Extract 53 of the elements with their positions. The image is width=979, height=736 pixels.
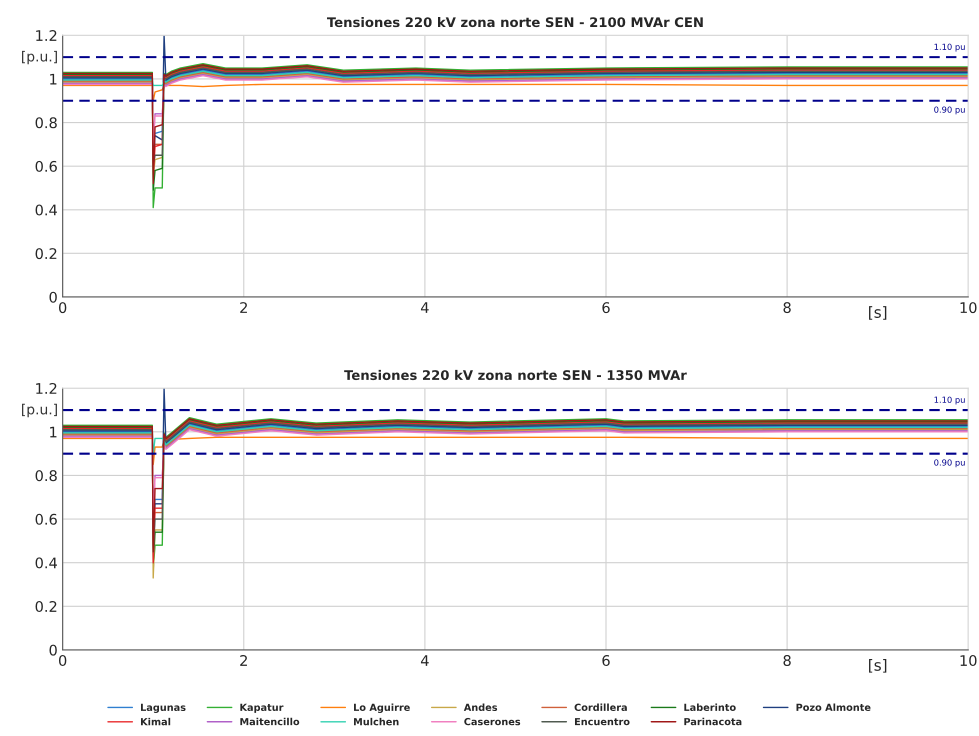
line-series bbox=[62, 436, 968, 466]
legend-label: Pozo Almonte bbox=[796, 703, 871, 712]
legend-label: Kimal bbox=[141, 718, 170, 726]
x-tick-label: 6 bbox=[602, 302, 610, 314]
y-tick-label: 0.4 bbox=[36, 204, 57, 216]
ref-line-label: 0.90 pu bbox=[934, 106, 965, 114]
x-tick-label: 8 bbox=[783, 655, 791, 666]
y-tick-label: 0.2 bbox=[36, 248, 56, 260]
x-axis-title: [s] bbox=[869, 306, 886, 320]
x-tick-label: 8 bbox=[783, 302, 791, 314]
legend-label: Parinacota bbox=[684, 718, 742, 726]
y-tick-label: 0 bbox=[49, 292, 57, 303]
y-tick-label: 1.2 bbox=[36, 30, 56, 41]
ref-line-label: 0.90 pu bbox=[934, 459, 965, 468]
y-tick-label: 0 bbox=[49, 644, 57, 656]
ref-line-label: 1.10 pu bbox=[934, 44, 965, 52]
y-axis-title: [p.u.] bbox=[22, 50, 57, 64]
legend-label: Caserones bbox=[464, 718, 520, 726]
y-tick-label: 0.8 bbox=[36, 470, 57, 482]
x-tick-label: 2 bbox=[240, 655, 247, 666]
y-tick-label: 1.2 bbox=[36, 382, 56, 394]
line-series bbox=[62, 70, 968, 86]
legend-label: Encuentro bbox=[574, 718, 630, 726]
x-tick-label: 0 bbox=[58, 302, 66, 314]
legend-label: Lagunas bbox=[141, 704, 186, 713]
y-tick-label: 0.6 bbox=[36, 514, 57, 525]
legend-label: Kapatur bbox=[240, 704, 284, 713]
x-tick-label: 6 bbox=[602, 655, 610, 666]
legend-label: Laberinto bbox=[684, 703, 736, 712]
y-axis-title: [p.u.] bbox=[22, 404, 57, 418]
x-tick-label: 2 bbox=[240, 302, 247, 313]
legend-label: Cordillera bbox=[574, 703, 627, 712]
y-tick-label: 0.8 bbox=[36, 117, 57, 128]
x-axis-title: [s] bbox=[869, 659, 886, 673]
legend-label: Lo Aguirre bbox=[354, 703, 410, 713]
y-tick-label: 0.4 bbox=[36, 557, 57, 568]
x-tick-label: 10 bbox=[960, 655, 977, 666]
x-tick-label: 0 bbox=[58, 655, 66, 666]
chart-title: Tensiones 220 kV zona norte SEN - 2100 MVAr CEN bbox=[326, 16, 703, 28]
y-tick-label: 1 bbox=[50, 426, 56, 438]
legend-label: Mulchen bbox=[354, 718, 398, 726]
legend-label: Maitencillo bbox=[240, 718, 300, 726]
x-tick-label: 4 bbox=[420, 302, 429, 313]
ref-line-label: 1.10 pu bbox=[934, 396, 965, 404]
y-tick-label: 0.2 bbox=[36, 600, 56, 612]
x-tick-label: 4 bbox=[420, 655, 429, 666]
x-tick-label: 10 bbox=[960, 302, 977, 314]
y-tick-label: 0.6 bbox=[36, 160, 57, 172]
legend-label: Andes bbox=[464, 703, 498, 712]
line-series bbox=[62, 424, 968, 454]
line-series bbox=[62, 84, 968, 102]
y-tick-label: 1 bbox=[50, 74, 56, 84]
chart-title: Tensiones 220 kV zona norte SEN - 1350 MVAr bbox=[344, 370, 687, 380]
